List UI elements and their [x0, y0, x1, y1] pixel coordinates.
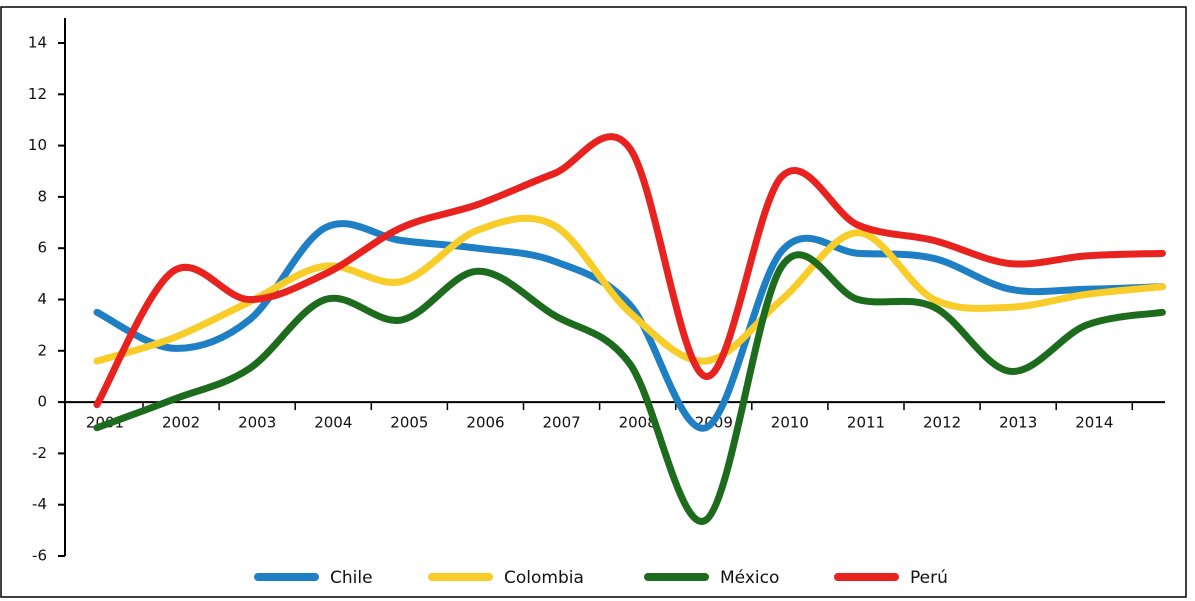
x-tick-label: 2014 — [1075, 414, 1113, 432]
frame — [0, 6, 1187, 598]
y-tick-label: 6 — [37, 239, 47, 257]
legend-label: Perú — [910, 568, 948, 588]
x-tick-label: 2007 — [543, 414, 581, 432]
x-tick-label: 2006 — [466, 414, 504, 432]
y-tick-label: 10 — [28, 136, 47, 154]
legend-label: México — [720, 568, 779, 588]
y-tick-label: 8 — [37, 187, 47, 205]
x-tick-label: 2004 — [314, 414, 352, 432]
x-tick-label: 2010 — [771, 414, 809, 432]
legend-label: Chile — [330, 568, 373, 588]
x-tick-label: 2011 — [847, 414, 885, 432]
y-tick-label: -4 — [32, 495, 47, 513]
x-tick-label: 2008 — [619, 414, 657, 432]
y-tick-label: 0 — [37, 393, 47, 411]
y-tick-label: 14 — [28, 34, 47, 52]
y-tick-label: 4 — [37, 290, 47, 308]
y-tick-label: -2 — [32, 444, 47, 462]
x-tick-label: 2003 — [238, 414, 276, 432]
y-tick-label: 12 — [28, 85, 47, 103]
y-tick-label: 2 — [37, 341, 47, 359]
x-tick-label: 2005 — [390, 414, 428, 432]
series-line — [93, 133, 1166, 409]
legend-label: Colombia — [504, 568, 584, 588]
x-tick-label: 2013 — [999, 414, 1037, 432]
y-tick-label: -6 — [32, 547, 47, 565]
x-tick-label: 2002 — [162, 414, 200, 432]
x-tick-label: 2012 — [923, 414, 961, 432]
series-line — [93, 220, 1166, 432]
series-line — [93, 214, 1166, 365]
series-line — [93, 251, 1166, 525]
